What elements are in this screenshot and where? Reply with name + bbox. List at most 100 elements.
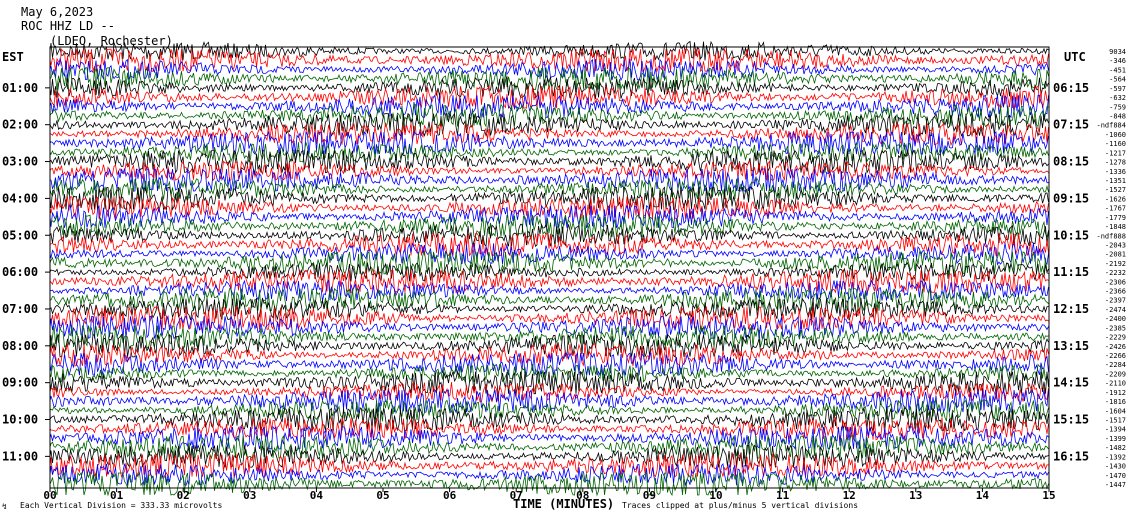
- right-axis-label: UTC: [1064, 50, 1086, 64]
- left-hour-label: 06:00: [2, 265, 38, 279]
- trace-offset-label: -2306: [1105, 278, 1126, 286]
- x-tick-label: 01: [110, 489, 124, 502]
- seismic-trace: [49, 425, 1049, 450]
- seismic-trace: [49, 213, 1049, 239]
- trace-offset-label: -564: [1109, 76, 1126, 84]
- x-tick-label: 03: [243, 489, 256, 502]
- logo-mark: ↯: [2, 502, 7, 511]
- seismic-trace: [49, 296, 1049, 321]
- right-hour-label: 09:15: [1053, 191, 1089, 205]
- seismic-trace: [49, 94, 1049, 119]
- right-hour-label: 13:15: [1053, 339, 1089, 353]
- left-hour-label: 04:00: [2, 191, 38, 205]
- right-hour-label: 10:15: [1053, 228, 1089, 242]
- right-hour-label: 15:15: [1053, 413, 1089, 427]
- trace-offset-label: -1394: [1105, 426, 1126, 434]
- seismic-trace: [50, 122, 1049, 147]
- seismic-trace: [49, 167, 1049, 193]
- header-network: (LDEO, Rochester): [50, 34, 173, 48]
- seismic-trace: [49, 406, 1049, 432]
- left-hour-axis: 01:00 02:00 03:00 04:00 05:00 06:00 07:00 08:00…: [2, 81, 50, 463]
- trace-offset-label: -2229: [1105, 334, 1126, 342]
- seismic-trace: [49, 57, 1049, 82]
- trace-offset-label: -451: [1109, 66, 1126, 74]
- trace-group: [49, 40, 1049, 497]
- trace-offset-label: -1351: [1105, 177, 1126, 185]
- x-tick-label: 00: [43, 489, 56, 502]
- right-hour-label: 08:15: [1053, 155, 1089, 169]
- trace-offset-label: -1626: [1105, 195, 1126, 203]
- x-tick-label: 13: [909, 489, 922, 502]
- trace-offset-label: -2366: [1105, 288, 1126, 296]
- x-axis-title: TIME (MINUTES): [513, 497, 614, 511]
- seismic-trace: [49, 160, 1049, 182]
- x-tick-label: 07: [510, 489, 523, 502]
- trace-offset-label: -848: [1109, 112, 1126, 120]
- trace-offset-label: -2474: [1105, 306, 1126, 314]
- plot-frame: [49, 46, 1050, 489]
- trace-offset-label: -2385: [1105, 324, 1126, 332]
- x-axis: 00 01 02 03 04 05 06 07 08 09 10 11 12 13 14 15: [43, 488, 1056, 502]
- x-tick-label: 14: [976, 489, 990, 502]
- left-hour-label: 05:00: [2, 228, 38, 242]
- trace-offset-label: -2192: [1105, 260, 1126, 268]
- trace-offset-label: -1278: [1105, 159, 1126, 167]
- seismic-trace: [49, 444, 1049, 469]
- trace-offset-label: -2400: [1105, 315, 1126, 323]
- trace-offset-label: 9034: [1109, 48, 1126, 56]
- header-station: ROC HHZ LD --: [21, 19, 115, 33]
- x-tick-label: 06: [443, 489, 457, 502]
- seismic-trace: [49, 370, 1049, 395]
- trace-offset-label: -1482: [1105, 444, 1126, 452]
- x-tick-label: 10: [709, 489, 722, 502]
- trace-offset-label: -1060: [1105, 131, 1126, 139]
- seismic-trace: [49, 388, 1049, 414]
- trace-offset-label: -632: [1109, 94, 1126, 102]
- left-hour-label: 08:00: [2, 339, 38, 353]
- trace-offset-label: -1517: [1105, 417, 1126, 425]
- seismic-trace: [49, 130, 1049, 156]
- seismic-trace: [49, 112, 1049, 138]
- trace-offset-label: -346: [1109, 57, 1126, 65]
- seismic-trace: [49, 177, 1049, 201]
- x-tick-label: 05: [376, 489, 389, 502]
- seismic-trace: [49, 279, 1049, 302]
- seismic-trace: [49, 149, 1049, 175]
- seismic-trace: [49, 47, 1049, 73]
- seismic-trace: [49, 363, 1049, 384]
- trace-offset-label: -1604: [1105, 407, 1126, 415]
- trace-offset-label: -1336: [1105, 168, 1126, 176]
- seismic-trace: [49, 333, 1049, 358]
- trace-offset-label: -1160: [1105, 140, 1126, 148]
- right-hour-label: 07:15: [1053, 118, 1089, 132]
- trace-offset-label: -1848: [1105, 223, 1126, 231]
- header-date: May 6,2023: [21, 5, 93, 19]
- left-hour-label: 09:00: [2, 376, 38, 390]
- trace-offset-label: -1527: [1105, 186, 1126, 194]
- left-hour-label: 10:00: [2, 413, 38, 427]
- seismic-trace: [49, 232, 1049, 257]
- seismic-trace: [49, 268, 1049, 294]
- trace-offset-label: -2397: [1105, 297, 1126, 305]
- seismic-trace: [49, 351, 1049, 377]
- right-hour-label: 06:15: [1053, 81, 1089, 95]
- right-hour-label: 16:15: [1053, 449, 1089, 463]
- x-tick-label: 04: [310, 489, 324, 502]
- right-hour-axis: 06:15 07:15 08:15 09:15 10:15 11:15 12:15 13:15…: [1053, 81, 1089, 464]
- seismic-trace: [49, 305, 1049, 331]
- seismic-trace: [49, 241, 1049, 266]
- trace-offset-label: -2426: [1105, 343, 1126, 351]
- trace-offset-label: -2284: [1105, 361, 1126, 369]
- seismic-trace: [49, 416, 1049, 441]
- trace-offset-label: -1430: [1105, 463, 1126, 471]
- trace-offset-label: -597: [1109, 85, 1126, 93]
- left-hour-label: 01:00: [2, 81, 38, 95]
- division-note: Each Vertical Division = 333.33 microvol…: [20, 501, 222, 510]
- clip-note: Traces clipped at plus/minus 5 vertical …: [622, 501, 858, 510]
- trace-offset-label: -2110: [1105, 380, 1126, 388]
- seismic-trace: [49, 204, 1049, 228]
- left-axis-label: EST: [2, 50, 24, 64]
- right-hour-label: 11:15: [1053, 265, 1089, 279]
- trace-offset-label: -1399: [1105, 435, 1126, 443]
- trace-offset-label: -1779: [1105, 214, 1126, 222]
